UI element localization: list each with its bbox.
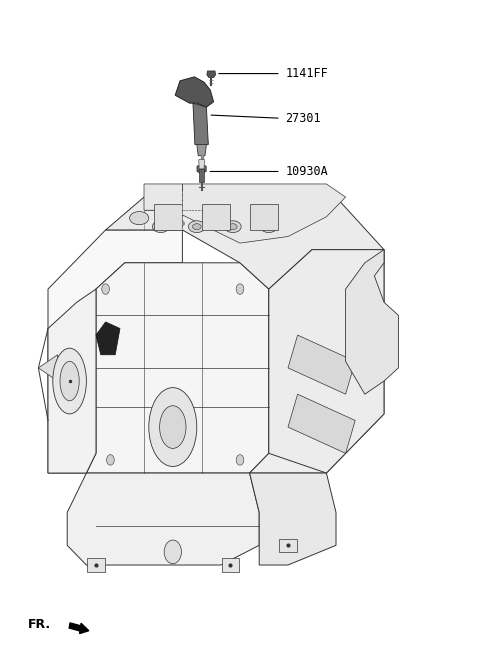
Circle shape xyxy=(164,540,181,564)
Polygon shape xyxy=(199,160,204,169)
Polygon shape xyxy=(175,77,214,107)
Polygon shape xyxy=(96,322,120,355)
Ellipse shape xyxy=(153,221,169,233)
Ellipse shape xyxy=(224,221,241,233)
Polygon shape xyxy=(48,230,182,473)
Ellipse shape xyxy=(159,406,186,448)
Polygon shape xyxy=(86,263,269,473)
Text: 1141FF: 1141FF xyxy=(286,67,328,80)
Polygon shape xyxy=(207,71,216,78)
Polygon shape xyxy=(250,250,384,473)
Polygon shape xyxy=(144,184,346,243)
Polygon shape xyxy=(106,197,384,289)
Ellipse shape xyxy=(228,223,237,230)
Ellipse shape xyxy=(149,388,197,466)
Polygon shape xyxy=(67,473,259,565)
Polygon shape xyxy=(38,355,58,381)
Bar xyxy=(250,204,278,230)
Bar xyxy=(199,169,204,182)
Ellipse shape xyxy=(130,212,149,225)
Polygon shape xyxy=(48,289,96,473)
Circle shape xyxy=(236,455,244,465)
Polygon shape xyxy=(346,250,398,394)
FancyArrow shape xyxy=(69,623,89,633)
Bar xyxy=(87,558,105,572)
Polygon shape xyxy=(288,394,355,453)
Polygon shape xyxy=(197,145,206,156)
Circle shape xyxy=(102,284,109,294)
Circle shape xyxy=(107,455,114,465)
Text: 27301: 27301 xyxy=(286,112,321,125)
Polygon shape xyxy=(269,250,384,473)
Ellipse shape xyxy=(60,361,79,401)
Ellipse shape xyxy=(261,221,277,233)
Ellipse shape xyxy=(188,221,205,233)
Ellipse shape xyxy=(192,223,201,230)
Bar xyxy=(279,539,297,552)
Polygon shape xyxy=(197,164,206,174)
Polygon shape xyxy=(250,473,336,565)
Bar xyxy=(222,558,239,572)
Circle shape xyxy=(236,284,244,294)
Polygon shape xyxy=(288,335,355,394)
Polygon shape xyxy=(193,103,208,145)
Ellipse shape xyxy=(264,223,273,230)
Bar xyxy=(154,204,182,230)
Text: FR.: FR. xyxy=(28,618,51,631)
Ellipse shape xyxy=(156,223,165,230)
Text: 10930A: 10930A xyxy=(286,165,328,178)
Bar xyxy=(202,204,230,230)
Ellipse shape xyxy=(53,348,86,414)
